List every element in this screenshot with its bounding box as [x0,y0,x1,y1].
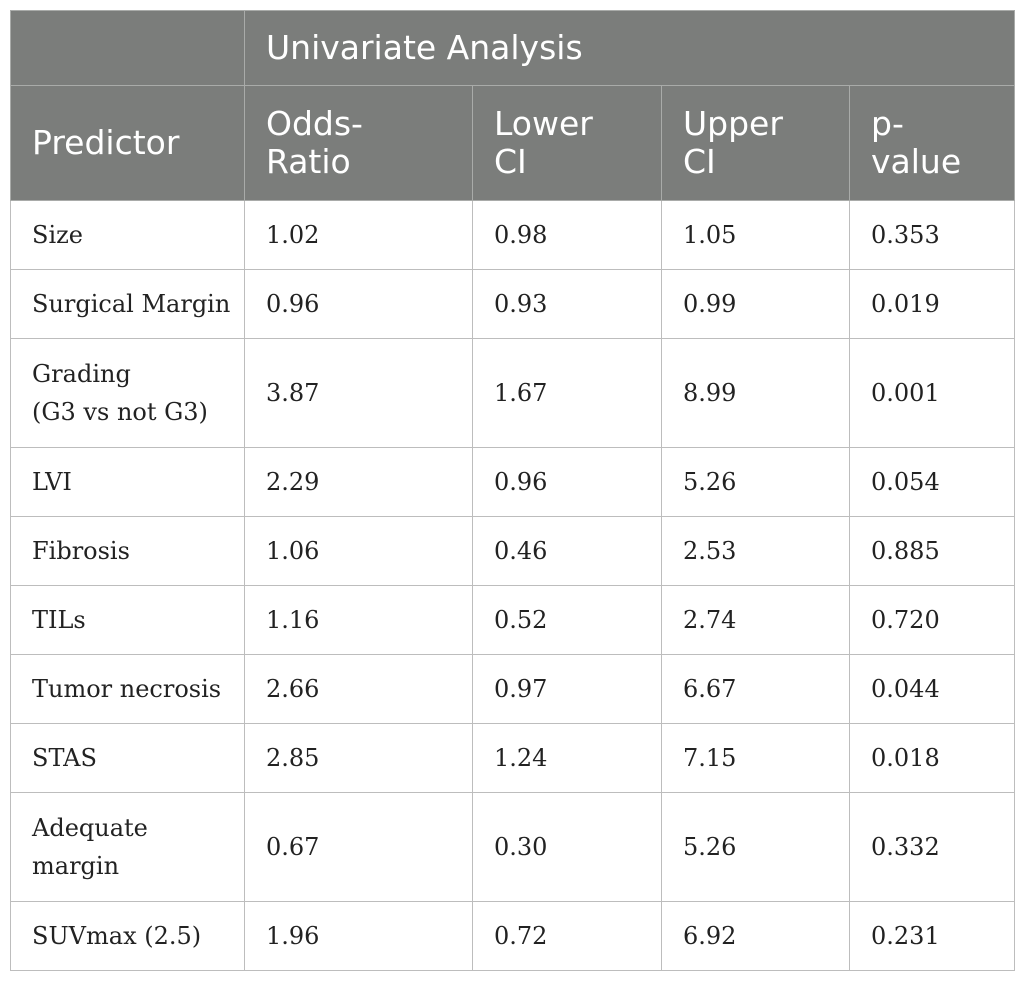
cell-predictor-line1: TILs [32,606,86,634]
cell-p-value: 0.231 [848,901,1016,971]
cell-odds-ratio: 2.66 [244,654,473,724]
column-header-p-value-line2: value [871,142,962,181]
cell-upper-ci: 2.74 [661,585,850,655]
cell-predictor-line1: LVI [32,468,72,496]
cell-predictor-line1: SUVmax (2.5) [32,922,202,950]
cell-upper-ci: 1.05 [661,200,850,270]
cell-odds-ratio: 2.29 [244,447,473,517]
cell-predictor-line1: Grading [32,360,131,388]
cell-predictor-line1: Fibrosis [32,537,130,565]
cell-lower-ci: 0.46 [472,516,662,586]
cell-odds-ratio: 1.02 [244,200,473,270]
column-header-p-value-line1: p- [871,104,904,143]
cell-odds-ratio: 2.85 [244,723,473,793]
cell-predictor-line1: Surgical Margin [32,290,231,318]
cell-p-value: 0.054 [848,447,1016,517]
cell-predictor-line2: margin [32,852,120,880]
cell-p-value: 0.044 [848,654,1016,724]
header-column-row: Predictor Odds- Ratio Lower CI Upper CI … [10,85,1016,201]
cell-lower-ci: 0.72 [472,901,662,971]
table-row: SUVmax (2.5) 1.96 0.72 6.92 0.231 [10,901,1016,971]
cell-predictor: SUVmax (2.5) [10,901,245,971]
cell-predictor: Fibrosis [10,516,245,586]
univariate-analysis-table: Univariate Analysis Predictor Odds- Rati… [10,10,1016,971]
cell-predictor: Adequate margin [10,792,245,902]
header-group-row: Univariate Analysis [10,10,1016,86]
table-row: TILs 1.16 0.52 2.74 0.720 [10,585,1016,655]
cell-lower-ci: 0.96 [472,447,662,517]
cell-lower-ci: 0.97 [472,654,662,724]
cell-odds-ratio: 0.96 [244,269,473,339]
cell-lower-ci: 0.30 [472,792,662,902]
column-header-lower-ci-line1: Lower [494,104,593,143]
cell-odds-ratio: 1.06 [244,516,473,586]
column-header-p-value: p- value [848,85,1016,201]
cell-lower-ci: 0.98 [472,200,662,270]
table-body: Size 1.02 0.98 1.05 0.353 Surgical Margi… [10,200,1016,971]
cell-p-value: 0.019 [848,269,1016,339]
cell-p-value: 0.353 [848,200,1016,270]
cell-upper-ci: 5.26 [661,447,850,517]
cell-upper-ci: 8.99 [661,338,850,448]
table-row: Grading (G3 vs not G3) 3.87 1.67 8.99 0.… [10,338,1016,448]
cell-upper-ci: 7.15 [661,723,850,793]
cell-predictor-line1: STAS [32,744,97,772]
cell-p-value: 0.720 [848,585,1016,655]
cell-predictor: TILs [10,585,245,655]
cell-predictor-line1: Tumor necrosis [32,675,222,703]
cell-predictor: LVI [10,447,245,517]
cell-lower-ci: 1.67 [472,338,662,448]
cell-lower-ci: 0.93 [472,269,662,339]
cell-odds-ratio: 3.87 [244,338,473,448]
table-header: Univariate Analysis Predictor Odds- Rati… [10,10,1016,201]
cell-predictor-line1: Size [32,221,83,249]
column-header-predictor: Predictor [10,85,245,201]
cell-predictor-line1: Adequate [32,814,148,842]
table-row: Size 1.02 0.98 1.05 0.353 [10,200,1016,270]
column-header-odds-ratio-line2: Ratio [266,142,351,181]
cell-lower-ci: 1.24 [472,723,662,793]
cell-upper-ci: 2.53 [661,516,850,586]
cell-predictor: Grading (G3 vs not G3) [10,338,245,448]
column-header-odds-ratio-line1: Odds- [266,104,363,143]
group-header-univariate: Univariate Analysis [243,10,1016,86]
table-row: Tumor necrosis 2.66 0.97 6.67 0.044 [10,654,1016,724]
column-header-odds-ratio: Odds- Ratio [244,85,473,201]
column-header-lower-ci: Lower CI [472,85,662,201]
cell-predictor: Tumor necrosis [10,654,245,724]
column-header-upper-ci-line1: Upper [683,104,783,143]
table-row: Fibrosis 1.06 0.46 2.53 0.885 [10,516,1016,586]
cell-odds-ratio: 0.67 [244,792,473,902]
header-empty-cell [10,10,245,86]
column-header-upper-ci: Upper CI [661,85,850,201]
cell-p-value: 0.332 [848,792,1016,902]
cell-upper-ci: 5.26 [661,792,850,902]
table-row: Surgical Margin 0.96 0.93 0.99 0.019 [10,269,1016,339]
cell-upper-ci: 6.92 [661,901,850,971]
cell-lower-ci: 0.52 [472,585,662,655]
cell-predictor: Size [10,200,245,270]
cell-p-value: 0.001 [848,338,1016,448]
table-row: Adequate margin 0.67 0.30 5.26 0.332 [10,792,1016,902]
cell-upper-ci: 0.99 [661,269,850,339]
cell-predictor: Surgical Margin [10,269,245,339]
cell-upper-ci: 6.67 [661,654,850,724]
column-header-upper-ci-line2: CI [683,142,716,181]
table-row: STAS 2.85 1.24 7.15 0.018 [10,723,1016,793]
cell-p-value: 0.018 [848,723,1016,793]
cell-predictor: STAS [10,723,245,793]
cell-predictor-line2: (G3 vs not G3) [32,398,208,426]
cell-odds-ratio: 1.16 [244,585,473,655]
cell-odds-ratio: 1.96 [244,901,473,971]
table-row: LVI 2.29 0.96 5.26 0.054 [10,447,1016,517]
column-header-lower-ci-line2: CI [494,142,527,181]
cell-p-value: 0.885 [848,516,1016,586]
